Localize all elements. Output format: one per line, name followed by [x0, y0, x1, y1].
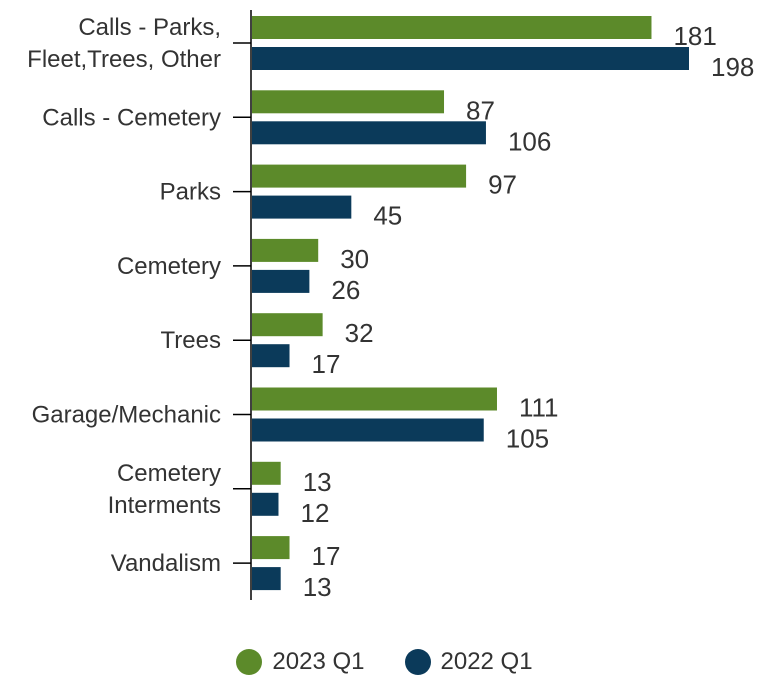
bar-2022-q1-cemetery-interments [252, 492, 279, 516]
category-label-vandalism: Vandalism [111, 550, 221, 577]
bar-2023-q1-calls-parks-fleet-trees-other [252, 16, 652, 39]
category-label-garage-mechanic: Garage/Mechanic [32, 402, 221, 429]
category-label-trees: Trees [161, 327, 221, 354]
bar-2022-q1-calls-cemetery [252, 121, 486, 145]
legend-item-2023-q1: 2023 Q1 [236, 648, 365, 676]
value-label-2022-q1-trees: 17 [312, 349, 341, 379]
bar-2022-q1-calls-parks-fleet-trees-other [252, 47, 689, 70]
category-label-calls-cemetery: Calls - Cemetery [42, 104, 221, 131]
bar-2022-q1-trees [252, 344, 290, 368]
legend-label-2023-q1: 2023 Q1 [272, 648, 365, 675]
value-label-2023-q1-cemetery: 30 [340, 244, 369, 274]
legend-label-2022-q1: 2022 Q1 [440, 648, 533, 675]
legend-item-2022-q1: 2022 Q1 [404, 648, 533, 676]
bar-2022-q1-parks [252, 195, 352, 219]
bar-2023-q1-calls-cemetery [252, 90, 445, 114]
legend-swatch-2023-q1 [236, 649, 263, 675]
bar-2023-q1-parks [252, 164, 467, 188]
category-label-cemetery: Cemetery [117, 253, 221, 280]
value-label-2022-q1-calls-parks-fleet-trees-other: 198 [711, 52, 754, 82]
category-label-cemetery-interments: Cemetery Interments [108, 460, 221, 519]
bar-2023-q1-vandalism [252, 536, 290, 560]
value-label-2023-q1-garage-mechanic: 111 [519, 393, 559, 423]
bar-2023-q1-cemetery-interments [252, 461, 281, 485]
bar-2023-q1-cemetery [252, 238, 319, 262]
value-label-2022-q1-vandalism: 13 [303, 572, 332, 602]
value-label-2023-q1-trees: 32 [345, 318, 374, 348]
value-label-2023-q1-parks: 97 [488, 170, 517, 200]
category-label-calls-parks-fleet-trees-other: Calls - Parks, Fleet,Trees, Other [27, 14, 221, 73]
category-label-parks: Parks [160, 179, 221, 206]
bar-2022-q1-garage-mechanic [252, 418, 484, 442]
bar-2022-q1-cemetery [252, 269, 310, 293]
value-label-2023-q1-cemetery-interments: 13 [303, 467, 332, 497]
bar-2023-q1-garage-mechanic [252, 387, 497, 411]
value-label-2023-q1-calls-parks-fleet-trees-other: 181 [673, 21, 716, 51]
bar-2022-q1-vandalism [252, 567, 281, 591]
value-label-2022-q1-cemetery-interments: 12 [300, 498, 329, 528]
value-label-2022-q1-garage-mechanic: 105 [506, 424, 549, 454]
legend-swatch-2022-q1 [404, 649, 431, 675]
value-label-2023-q1-vandalism: 17 [312, 541, 341, 571]
value-label-2022-q1-cemetery: 26 [331, 275, 360, 305]
value-label-2022-q1-parks: 45 [373, 201, 402, 231]
value-label-2023-q1-calls-cemetery: 87 [466, 95, 495, 125]
value-label-2022-q1-calls-cemetery: 106 [508, 126, 551, 156]
legend: 2023 Q1 2022 Q1 [0, 648, 769, 676]
bar-2023-q1-trees [252, 313, 323, 337]
